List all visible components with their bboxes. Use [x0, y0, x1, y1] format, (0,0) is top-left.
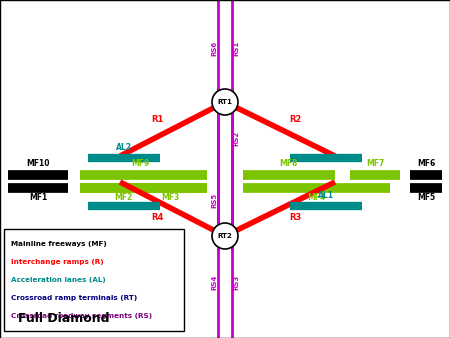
- Text: RS2: RS2: [233, 130, 239, 146]
- Text: MF1: MF1: [29, 193, 47, 202]
- Text: R1: R1: [151, 116, 163, 124]
- Text: Mainline freeways (MF): Mainline freeways (MF): [11, 241, 107, 247]
- Text: MF5: MF5: [417, 193, 435, 202]
- Circle shape: [212, 89, 238, 115]
- Text: RT1: RT1: [217, 99, 233, 105]
- Text: AL1: AL1: [318, 191, 334, 199]
- Text: MF7: MF7: [366, 159, 384, 168]
- Text: RS4: RS4: [211, 274, 217, 290]
- Text: RS3: RS3: [233, 274, 239, 290]
- Text: R3: R3: [289, 214, 301, 222]
- Text: Crossroad roadway segments (RS): Crossroad roadway segments (RS): [11, 313, 152, 319]
- Text: MF2: MF2: [114, 193, 132, 202]
- Text: MF8: MF8: [279, 159, 297, 168]
- Text: Full Diamond: Full Diamond: [18, 312, 109, 324]
- Text: Crossroad ramp terminals (RT): Crossroad ramp terminals (RT): [11, 295, 137, 301]
- Text: R4: R4: [151, 214, 163, 222]
- Text: MF3: MF3: [161, 193, 179, 202]
- Text: RT2: RT2: [218, 233, 232, 239]
- Text: Interchange ramps (R): Interchange ramps (R): [11, 259, 104, 265]
- Text: MF4: MF4: [307, 193, 325, 202]
- Text: MF10: MF10: [26, 159, 50, 168]
- Text: RS6: RS6: [211, 41, 217, 55]
- Text: MF6: MF6: [417, 159, 435, 168]
- Text: RS1: RS1: [233, 40, 239, 56]
- Circle shape: [212, 223, 238, 249]
- Text: MF9: MF9: [131, 159, 149, 168]
- FancyBboxPatch shape: [4, 229, 184, 331]
- Text: Acceleration lanes (AL): Acceleration lanes (AL): [11, 277, 106, 283]
- Text: R2: R2: [289, 116, 301, 124]
- Text: RS5: RS5: [211, 192, 217, 208]
- Text: AL2: AL2: [116, 143, 132, 151]
